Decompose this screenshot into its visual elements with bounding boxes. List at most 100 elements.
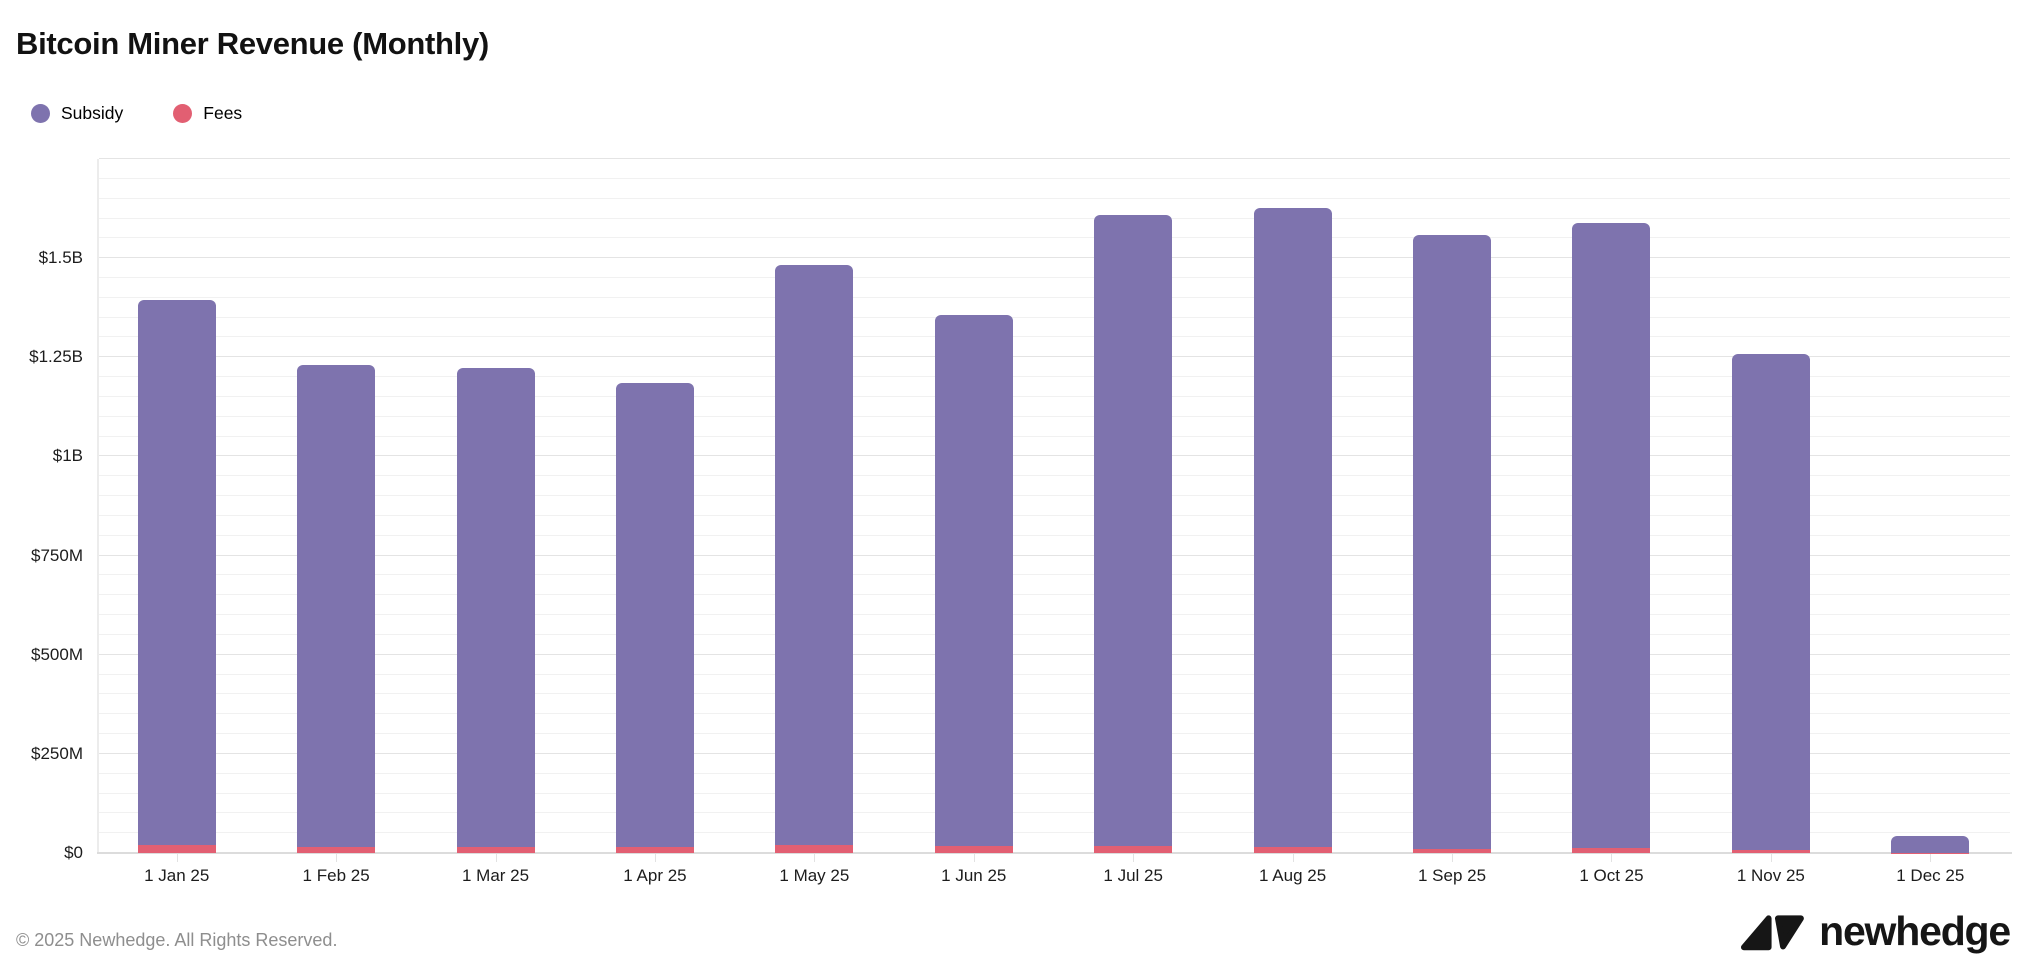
plot-area [97,158,2010,853]
x-axis-tick-label: 1 Dec 25 [1896,866,1965,885]
x-axis-tick-mark [176,854,178,862]
gridline [99,336,2010,338]
bar-fees-1-jun-25[interactable] [934,845,1013,853]
bar-subsidy-1-sep-25[interactable] [1413,235,1492,849]
gridline [99,475,2010,477]
bar-fees-1-sep-25[interactable] [1413,848,1492,853]
newhedge-logo[interactable]: newhedge [1738,908,2011,955]
legend-label: Subsidy [61,103,124,123]
bar-fees-1-nov-25[interactable] [1731,849,1810,853]
bar-fees-1-oct-25[interactable] [1572,848,1651,853]
bar-fees-1-aug-25[interactable] [1253,847,1332,853]
gridline [99,296,2010,298]
legend-item-fees[interactable]: Fees [173,103,242,124]
y-axis-tick-label: $1.5B [38,248,83,268]
bar-fees-1-may-25[interactable] [775,845,854,853]
gridline [99,812,2010,814]
gridline [99,772,2010,774]
gridline [99,574,2010,576]
gridline [99,673,2010,675]
gridline [99,356,2010,358]
x-axis-tick-label: 1 Apr 25 [623,866,687,885]
bar-fees-1-mar-25[interactable] [456,846,535,853]
gridline [99,534,2010,536]
fees-legend-dot-icon [173,104,193,123]
bar-fees-1-jul-25[interactable] [1094,845,1173,853]
legend: Subsidy Fees [31,103,242,124]
gridline [99,455,2010,457]
gridline [99,395,2010,397]
bar-subsidy-1-nov-25[interactable] [1731,353,1810,850]
gridline [99,197,2010,199]
y-axis-tick-label: $750M [31,545,83,565]
x-axis-tick-mark [1930,854,1932,862]
x-axis-tick-label: 1 Jan 25 [144,866,210,885]
gridline [99,415,2010,417]
bar-subsidy-1-aug-25[interactable] [1253,208,1332,848]
x-axis-tick-mark [814,854,816,862]
gridline [99,514,2010,516]
bar-subsidy-1-oct-25[interactable] [1572,223,1651,849]
copyright-text: © 2025 Newhedge. All Rights Reserved. [16,930,338,950]
bar-subsidy-1-dec-25[interactable] [1891,836,1970,853]
y-axis-tick-label: $0 [64,843,83,862]
bar-subsidy-1-jan-25[interactable] [137,299,216,846]
legend-label: Fees [203,103,243,123]
x-axis-tick-mark [1292,854,1294,862]
gridline [99,276,2010,278]
y-axis-tick-label: $250M [31,743,83,763]
bar-fees-1-feb-25[interactable] [297,846,376,853]
x-axis-line [97,852,2012,854]
gridline [99,713,2010,715]
x-axis-tick-mark [1611,854,1613,862]
gridline [99,495,2010,497]
gridline [99,792,2010,794]
y-axis-tick-label: $500M [31,644,83,664]
gridline [99,257,2010,259]
gridline [99,653,2010,655]
gridline [99,554,2010,556]
x-axis-tick-label: 1 Aug 25 [1259,866,1327,885]
bar-fees-1-apr-25[interactable] [615,846,694,853]
x-axis-tick-label: 1 Nov 25 [1736,866,1805,885]
gridline [99,316,2010,318]
x-axis-tick-label: 1 Sep 25 [1418,866,1487,885]
bar-subsidy-1-jul-25[interactable] [1094,215,1173,846]
gridline [99,594,2010,596]
x-axis-tick-mark [1770,854,1772,862]
x-axis-tick-mark [1133,854,1135,862]
gridline [99,177,2010,179]
bar-subsidy-1-mar-25[interactable] [456,368,535,847]
gridline [99,633,2010,635]
x-axis-tick-label: 1 Feb 25 [302,866,370,885]
bar-fees-1-jan-25[interactable] [137,845,216,853]
y-axis-tick-label: $1B [52,446,83,466]
x-axis-tick-mark [1452,854,1454,862]
gridline [99,217,2010,219]
bar-subsidy-1-feb-25[interactable] [297,365,376,847]
x-axis-tick-mark [336,854,338,862]
x-axis-tick-label: 1 Mar 25 [461,866,530,885]
gridline [99,376,2010,378]
x-axis-tick-mark [654,854,656,862]
x-axis-tick-label: 1 Jun 25 [941,866,1007,885]
newhedge-logo-text: newhedge [1819,908,2011,954]
bar-subsidy-1-jun-25[interactable] [934,314,1013,846]
bar-subsidy-1-apr-25[interactable] [615,383,694,847]
gridline [99,733,2010,735]
y-axis-tick-label: $1.25B [29,347,83,367]
chart-title: Bitcoin Miner Revenue (Monthly) [16,26,489,61]
subsidy-legend-dot-icon [31,104,50,123]
gridline [99,752,2010,754]
gridline [99,435,2010,437]
x-axis-tick-label: 1 Jul 25 [1103,866,1163,885]
x-axis-tick-label: 1 May 25 [779,866,850,885]
legend-item-subsidy[interactable]: Subsidy [31,103,123,124]
bar-subsidy-1-may-25[interactable] [775,265,854,846]
gridline [99,693,2010,695]
x-axis-tick-mark [973,854,975,862]
gridline [99,158,2010,159]
gridline [99,614,2010,616]
